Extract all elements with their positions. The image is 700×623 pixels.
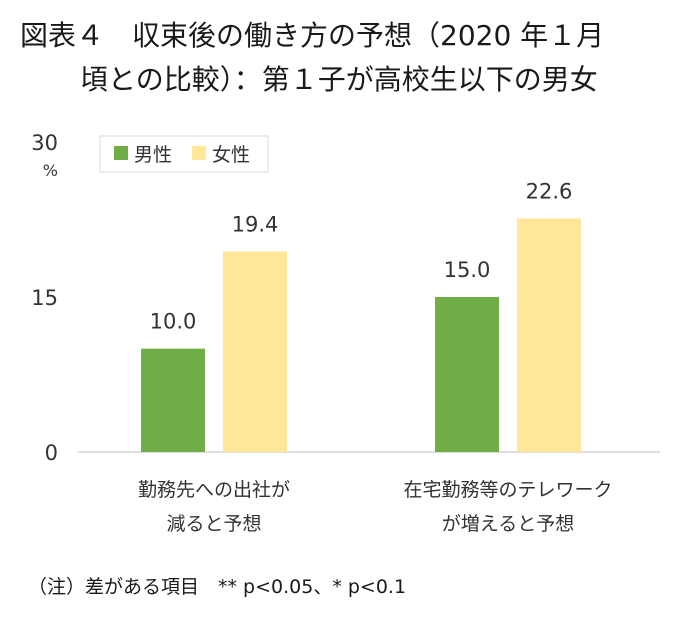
bar-male-0 <box>141 348 205 452</box>
category-label-0-line0: 勤務先への出社が <box>138 479 290 501</box>
category-label-1-line0: 在宅勤務等のテレワーク <box>403 479 612 501</box>
category-label-0-line1: 減ると予想 <box>166 513 261 535</box>
data-label-female-0: 19.4 <box>232 213 279 237</box>
y-tick-label-1: 15 <box>31 286 58 310</box>
y-unit-label: % <box>43 161 58 180</box>
y-tick-label-0: 0 <box>45 441 58 465</box>
data-label-female-1: 22.6 <box>526 179 573 203</box>
data-label-male-0: 10.0 <box>150 310 197 334</box>
bar-female-0 <box>223 251 287 452</box>
bar-female-1 <box>517 218 581 452</box>
chart-title: 図表４ 収束後の働き方の予想（2020 年１月 頃との比較）：第１子が高校生以下… <box>0 14 700 102</box>
y-tick-label-2: 30 <box>31 131 58 155</box>
footnote: （注）差がある項目 ** p<0.05、* p<0.1 <box>28 576 407 598</box>
data-label-male-1: 15.0 <box>444 258 491 282</box>
legend-swatch-female <box>192 146 206 160</box>
legend-label-female: 女性 <box>212 144 250 166</box>
legend-label-male: 男性 <box>134 144 172 166</box>
legend-swatch-male <box>114 146 128 160</box>
bar-male-1 <box>435 297 499 452</box>
chart-title-line1: 図表４ 収束後の働き方の予想（2020 年１月 <box>20 19 605 52</box>
chart-title-line2: 頃との比較）：第１子が高校生以下の男女 <box>80 63 598 96</box>
category-label-1-line1: が増えると予想 <box>442 513 574 535</box>
legend-box <box>99 135 269 173</box>
